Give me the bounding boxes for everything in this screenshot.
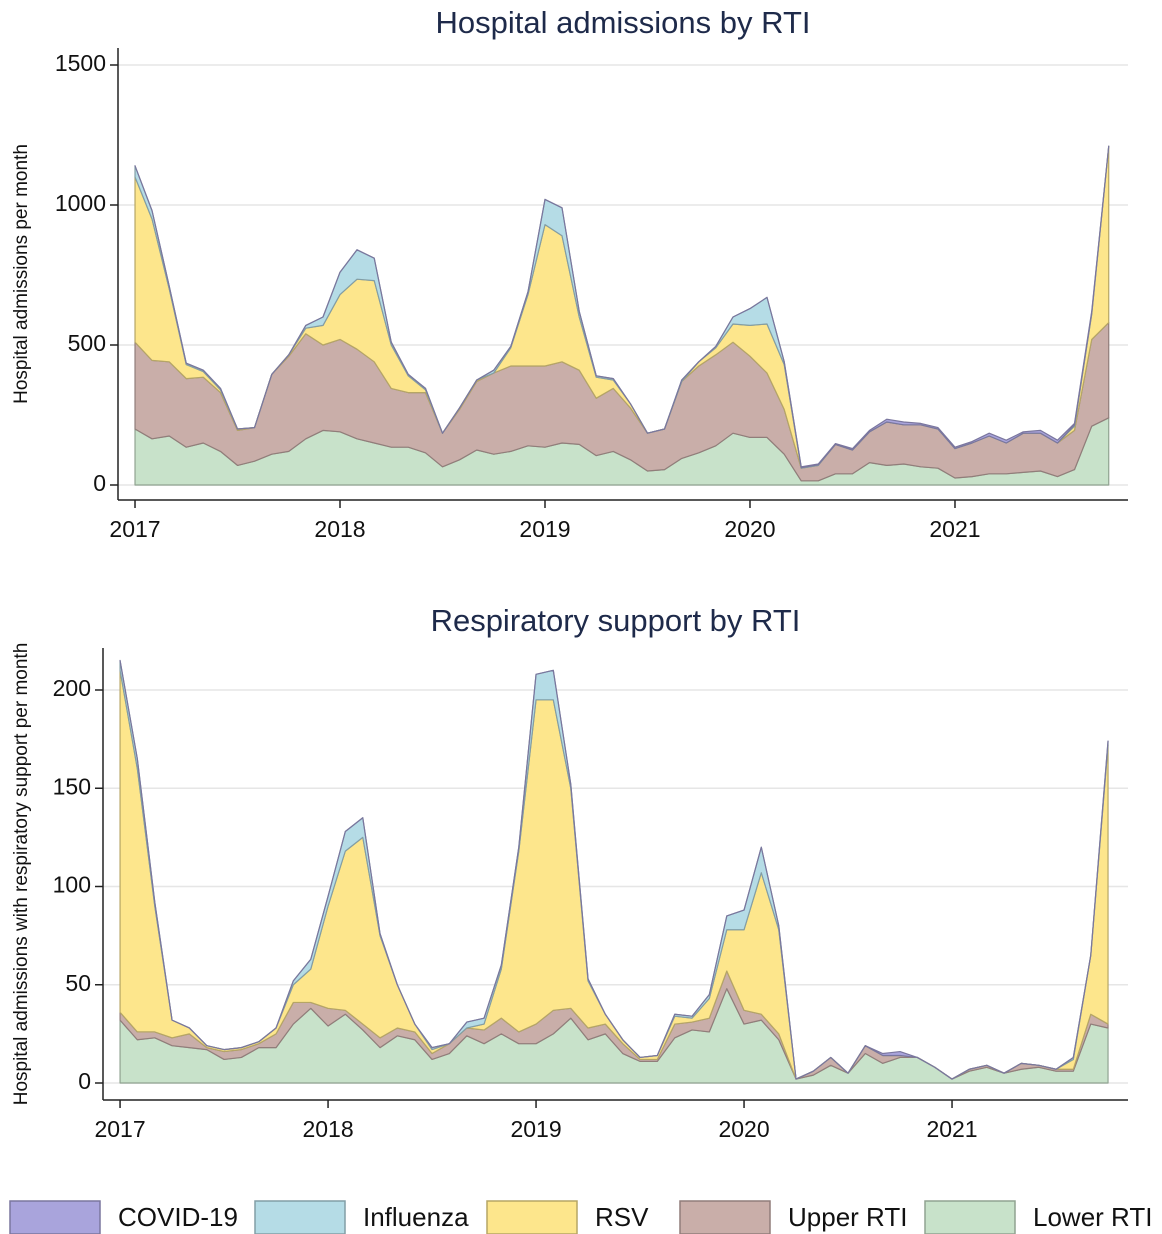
legend-label: RSV	[595, 1202, 649, 1232]
legend: COVID-19 Influenza RSV Upper RTI Lower RTI	[9, 1200, 1152, 1234]
chart-panel: Hospital admissions by RTI Hospital admis…	[11, 5, 1128, 542]
legend-swatch	[679, 1200, 771, 1234]
area-series	[119, 659, 1109, 1080]
chart-title: Hospital admissions by RTI	[435, 5, 810, 40]
y-tick-label: 0	[93, 470, 106, 496]
x-tick-label: 2017	[94, 1116, 145, 1142]
area-series	[119, 659, 1109, 1080]
legend-swatch	[9, 1200, 101, 1234]
legend-swatch	[924, 1200, 1016, 1234]
x-tick-label: 2017	[109, 516, 160, 542]
x-tick-label: 2020	[724, 516, 775, 542]
x-tick-label: 2020	[718, 1116, 769, 1142]
y-tick-label: 150	[53, 773, 91, 799]
y-tick-label: 100	[53, 872, 91, 898]
y-tick-label: 0	[78, 1068, 91, 1094]
x-tick-label: 2019	[519, 516, 570, 542]
x-tick-label: 2018	[302, 1116, 353, 1142]
legend-swatch	[486, 1200, 578, 1234]
legend-label: Lower RTI	[1033, 1202, 1152, 1232]
x-tick-label: 2021	[926, 1116, 977, 1142]
legend-label: Upper RTI	[788, 1202, 907, 1232]
area-series	[119, 669, 1109, 1080]
y-axis-title: Hospital admissions per month	[11, 144, 32, 404]
chart-title: Respiratory support by RTI	[431, 603, 801, 638]
y-tick-label: 200	[53, 675, 91, 701]
y-tick-label: 500	[68, 330, 106, 356]
y-tick-label: 50	[65, 970, 91, 996]
legend-swatch	[254, 1200, 346, 1234]
chart-panel: Respiratory support by RTI Hospital admis…	[11, 603, 1128, 1142]
x-tick-label: 2021	[929, 516, 980, 542]
x-tick-label: 2018	[314, 516, 365, 542]
legend-label: COVID-19	[118, 1202, 238, 1232]
y-tick-label: 1000	[55, 190, 106, 216]
area-series	[134, 145, 1110, 469]
x-tick-label: 2019	[510, 1116, 561, 1142]
y-tick-label: 1500	[55, 50, 106, 76]
legend-label: Influenza	[363, 1202, 469, 1232]
y-axis-title: Hospital admissions with respiratory sup…	[11, 643, 32, 1106]
